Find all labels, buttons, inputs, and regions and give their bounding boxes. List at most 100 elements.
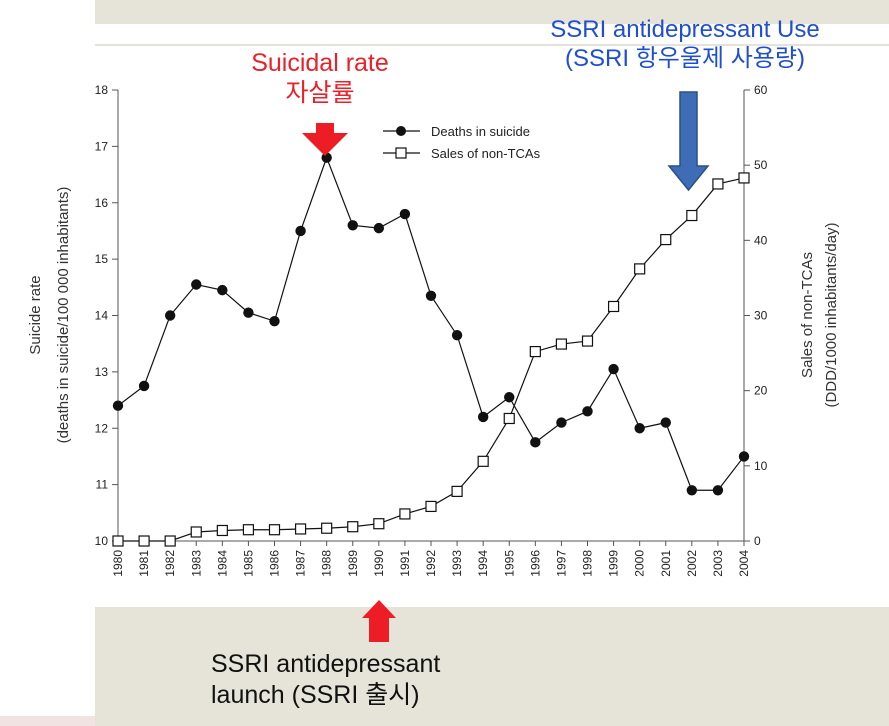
sales-non-tcas-point — [581, 335, 594, 347]
left-axis-ticks: 10 11 12 13 14 15 16 17 18 — [95, 83, 118, 548]
deaths-in-suicide-line — [117, 155, 745, 491]
left-axis-label-line2: (deaths in suicide/100 000 inhabitants) — [55, 187, 72, 444]
x-tick-label: 1996 — [528, 550, 542, 577]
x-tick-label: 1994 — [476, 550, 490, 577]
deaths-in-suicide-point — [660, 417, 671, 428]
ssri-launch-annotation: SSRI antidepressant launch (SSRI 출시) — [211, 649, 440, 710]
x-tick-label: 2004 — [737, 550, 751, 577]
deaths-in-suicide-point — [269, 315, 280, 327]
left-tick-label: 15 — [95, 252, 109, 266]
deaths-in-suicide-point — [373, 222, 385, 234]
x-tick-label: 1980 — [111, 550, 125, 577]
left-tick-label: 11 — [96, 478, 109, 492]
deaths-in-suicide-point — [556, 417, 567, 428]
x-tick-label: 2000 — [633, 550, 647, 577]
right-tick-label: 10 — [754, 459, 768, 473]
series-layer — [112, 152, 750, 547]
deaths-in-suicide-point — [738, 451, 750, 462]
top-band — [95, 0, 889, 24]
deaths-in-suicide-point — [425, 290, 437, 301]
x-tick-label: 1988 — [320, 550, 334, 577]
red-up-arrow — [362, 600, 396, 642]
ssri-launch-line2: launch (SSRI 출시) — [211, 680, 420, 709]
left-tick-label: 17 — [95, 139, 109, 153]
deaths-in-suicide-point — [399, 208, 411, 220]
sales-non-tcas-point — [268, 524, 281, 536]
ssri-launch-line1: SSRI antidepressant — [211, 650, 441, 678]
sales-non-tcas-point — [660, 233, 672, 246]
right-axis-label-line1: Sales of non-TCAs — [799, 252, 816, 378]
x-tick-label: 1998 — [581, 550, 595, 577]
deaths-in-suicide-point — [191, 279, 202, 290]
x-tick-label: 1992 — [424, 550, 438, 577]
right-tick-label: 20 — [754, 384, 768, 398]
sales-non-tcas-point — [503, 412, 515, 425]
sales-non-tcas-point — [294, 523, 307, 535]
left-tick-label: 10 — [95, 534, 109, 548]
sales-non-tcas-point — [738, 172, 750, 184]
x-tick-label: 2003 — [711, 550, 725, 577]
sales-non-tcas-point — [529, 345, 541, 358]
left-tick-label: 12 — [95, 421, 109, 435]
x-tick-label: 1984 — [215, 550, 229, 577]
sales-non-tcas-point — [712, 178, 724, 190]
right-axis-label-line2: (DDD/1000 inhabitants/day) — [823, 222, 840, 407]
sales-non-tcas-point — [555, 338, 568, 350]
deaths-in-suicide-point — [686, 485, 698, 496]
deaths-in-suicide-point — [347, 220, 358, 231]
deaths-in-suicide-point — [582, 406, 593, 417]
x-tick-label: 1995 — [502, 550, 516, 577]
ssri-use-label: SSRI antidepressant Use — [550, 16, 820, 43]
left-tick-label: 18 — [95, 83, 109, 97]
top-divider — [95, 44, 889, 46]
deaths-in-suicide-point — [451, 330, 463, 341]
left-axis-label-line1: Suicide rate — [27, 275, 44, 354]
legend-marker-sales — [395, 147, 407, 159]
deaths-in-suicide-point — [243, 307, 254, 318]
sales-non-tcas-point — [477, 455, 489, 467]
right-tick-label: 60 — [754, 83, 768, 97]
suicidal-rate-korean-label: 자살률 — [285, 79, 355, 107]
x-axis-ticks: 1980 1981 1982 1983 1984 1985 1986 1987 1988 1989… — [111, 541, 751, 577]
deaths-in-suicide-point — [295, 225, 306, 237]
right-tick-label: 40 — [754, 233, 768, 247]
x-tick-label: 2001 — [659, 550, 673, 577]
legend: Deaths in suicide Sales of non-TCAs — [383, 124, 541, 161]
deaths-in-suicide-point — [217, 284, 228, 296]
right-tick-label: 50 — [754, 158, 768, 172]
deaths-in-suicide-point — [634, 423, 645, 434]
red-down-arrow — [302, 123, 348, 156]
right-tick-label: 30 — [754, 309, 768, 323]
sales-non-tcas-point — [451, 485, 463, 497]
deaths-in-suicide-point — [477, 411, 489, 423]
sales-non-tcas-point — [347, 521, 359, 533]
suicidal-rate-annotation: Suicidal rate 자살률 — [200, 48, 440, 108]
x-tick-label: 1987 — [294, 550, 308, 577]
sales-non-tcas-point — [686, 209, 698, 222]
sales-non-tcas-point — [112, 535, 124, 547]
x-tick-label: 1999 — [607, 550, 621, 577]
deaths-in-suicide-point — [530, 437, 541, 448]
deaths-in-suicide-point — [112, 400, 124, 411]
sales-non-tcas-point — [425, 500, 437, 513]
x-tick-label: 1985 — [241, 550, 255, 577]
sales-non-tcas-point — [634, 263, 646, 275]
x-tick-label: 1997 — [554, 550, 568, 577]
sales-non-tcas-point — [242, 524, 255, 536]
x-tick-label: 1982 — [163, 550, 177, 577]
ssri-use-korean-label: (SSRI 항우울제 사용량) — [565, 44, 805, 72]
sales-non-tcas-point — [321, 522, 333, 534]
right-tick-label: 0 — [754, 534, 761, 548]
x-tick-label: 1981 — [137, 550, 151, 577]
legend-label-sales: Sales of non-TCAs — [431, 146, 541, 161]
x-tick-label: 1990 — [372, 550, 386, 577]
deaths-in-suicide-point — [504, 392, 515, 403]
deaths-in-suicide-point — [164, 310, 176, 321]
deaths-in-suicide-point — [138, 380, 150, 392]
x-tick-label: 1986 — [268, 550, 282, 577]
right-axis-ticks: 0 10 20 30 40 50 60 — [744, 83, 768, 548]
x-tick-label: 1991 — [398, 550, 412, 577]
ssri-use-annotation: SSRI antidepressant Use (SSRI 항우울제 사용량) — [480, 16, 889, 74]
deaths-in-suicide-point — [712, 485, 724, 496]
legend-marker-deaths — [396, 126, 406, 136]
